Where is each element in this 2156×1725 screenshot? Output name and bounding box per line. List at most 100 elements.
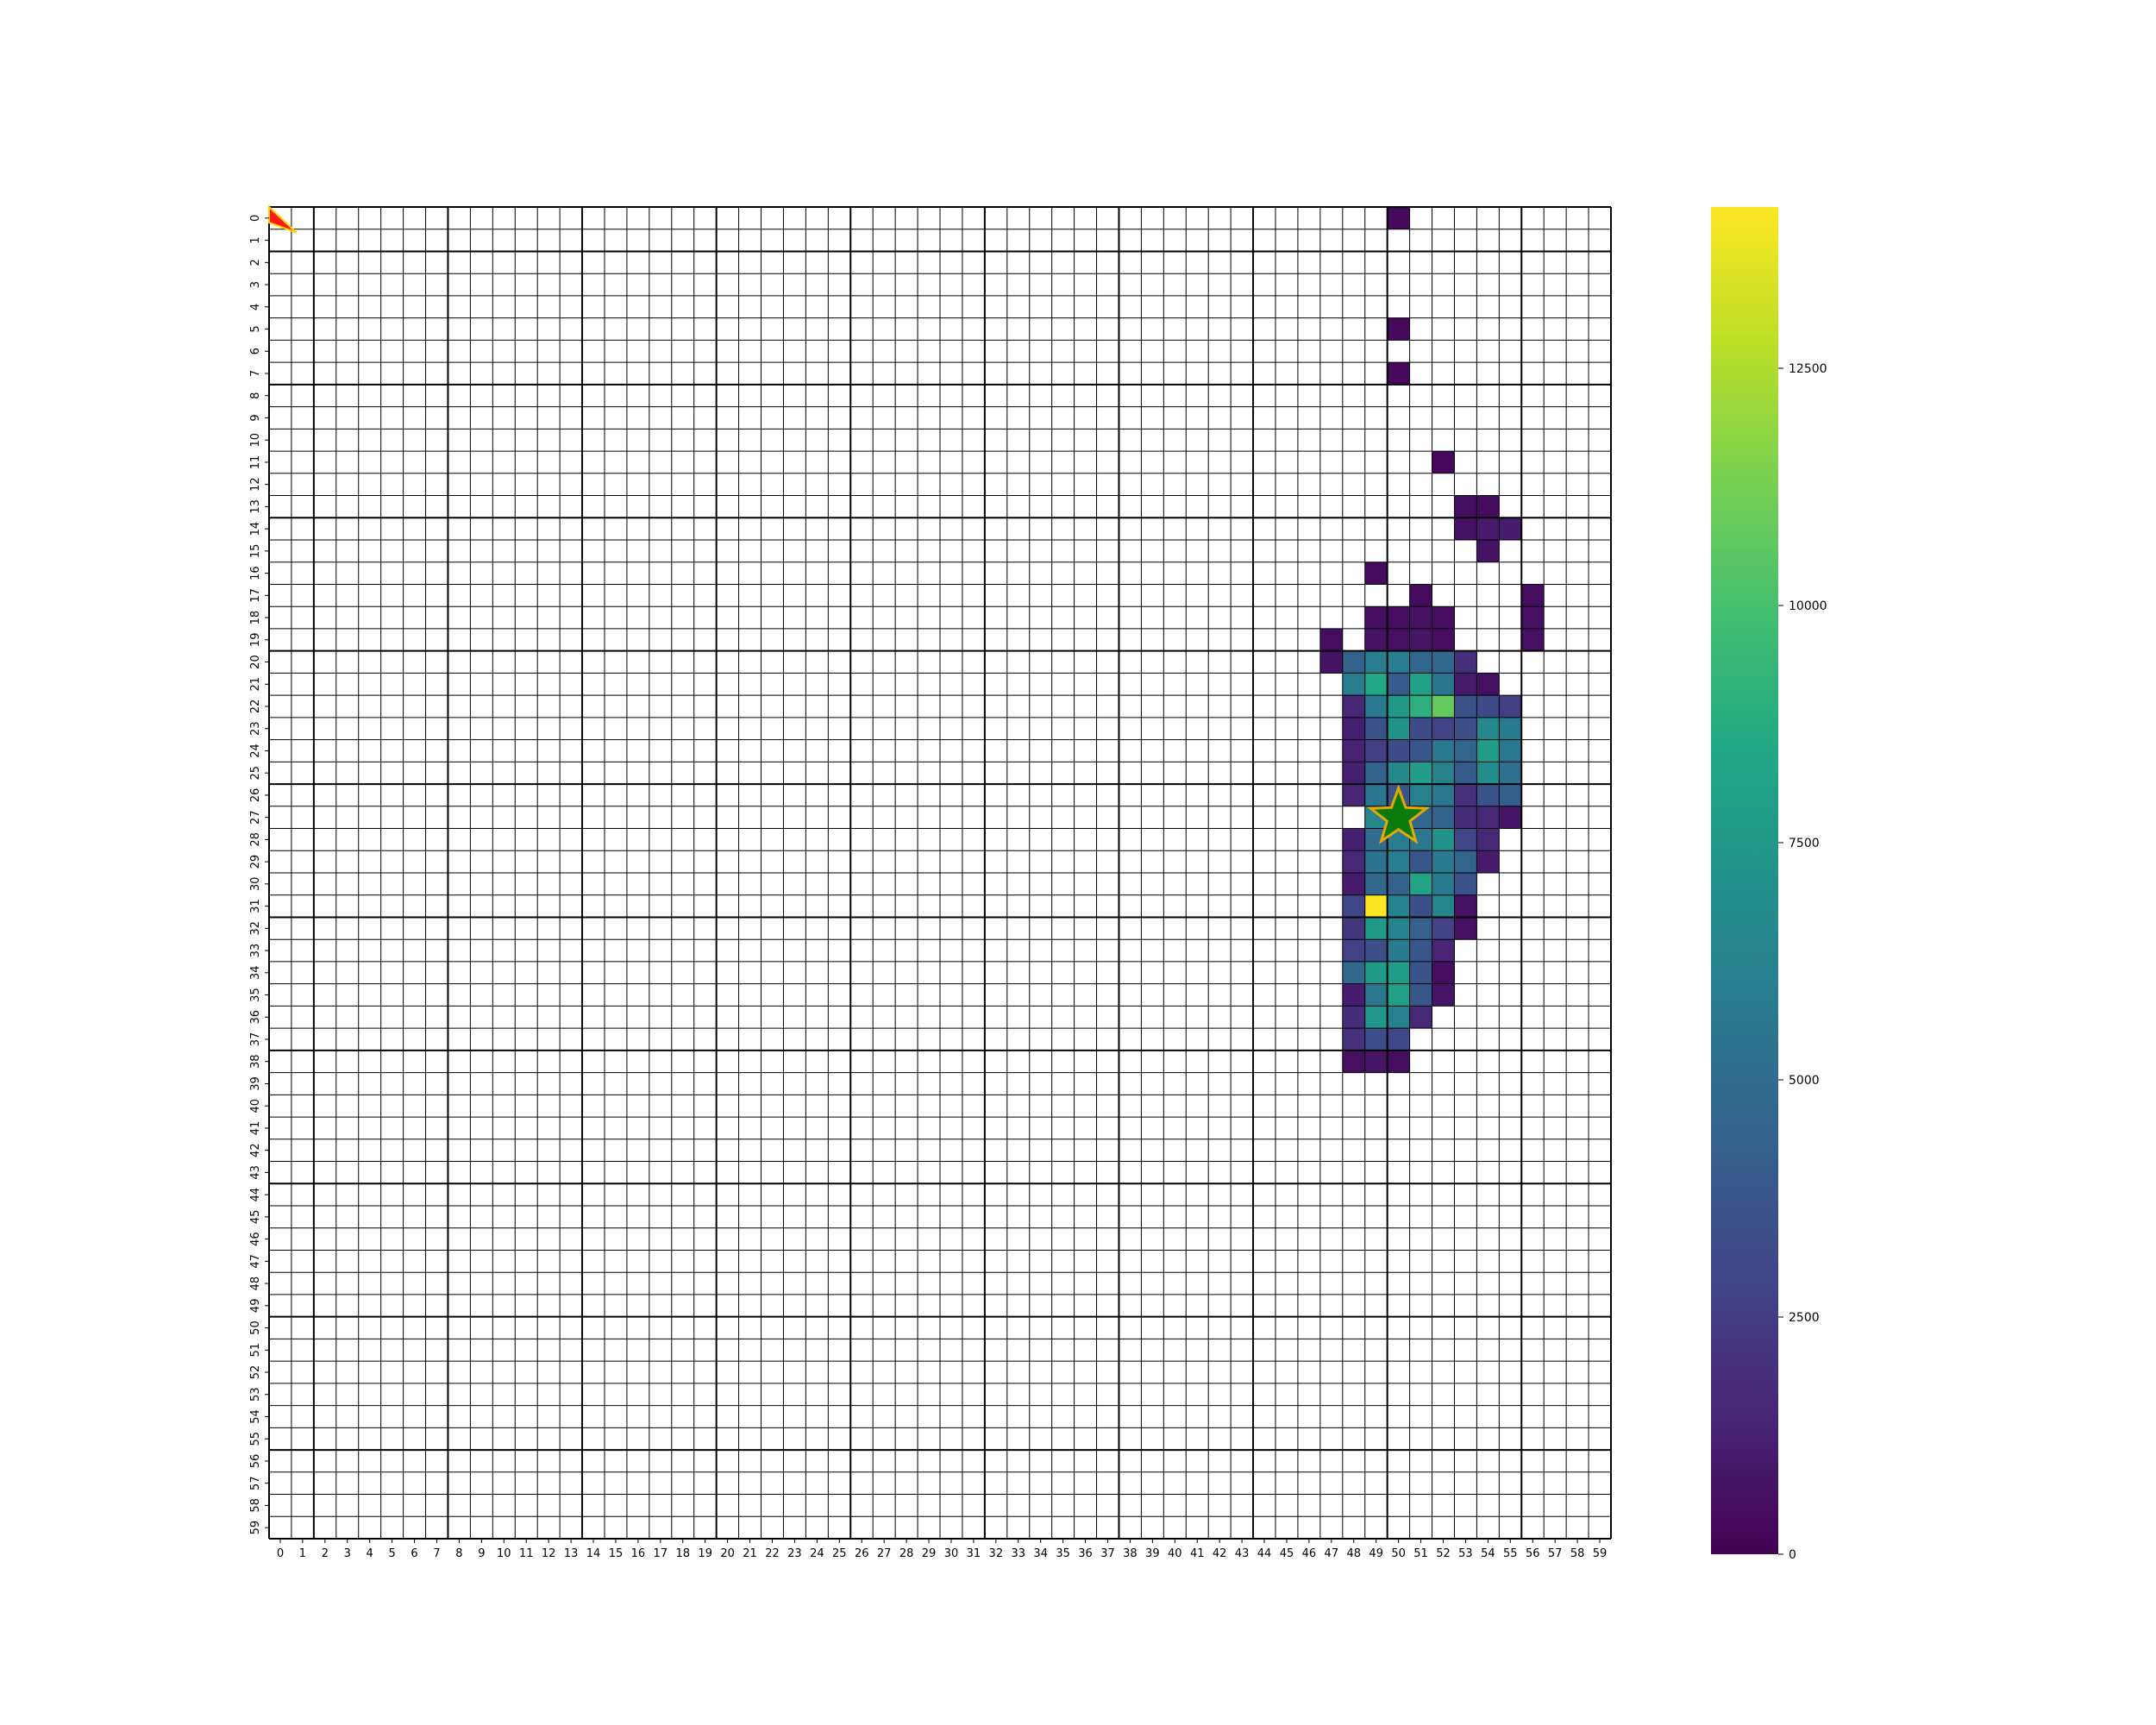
- x-tick-label: 44: [1257, 1547, 1272, 1560]
- heatmap-cell: [1476, 828, 1500, 851]
- heatmap-cell: [1521, 628, 1545, 651]
- y-tick-label: 7: [249, 370, 262, 377]
- x-tick-label: 23: [787, 1547, 802, 1560]
- heatmap-cell: [1476, 762, 1500, 785]
- x-tick-label: 15: [609, 1547, 624, 1560]
- heatmap-cell: [1342, 917, 1365, 940]
- heatmap-cell: [1342, 784, 1365, 806]
- heatmap-cell: [1432, 762, 1455, 785]
- y-tick-label: 22: [249, 699, 262, 714]
- x-tick-label: 36: [1078, 1547, 1093, 1560]
- heatmap-cell: [1432, 806, 1455, 829]
- x-tick-label: 53: [1458, 1547, 1473, 1560]
- heatmap-cell: [1409, 894, 1432, 918]
- x-tick-label: 54: [1481, 1547, 1495, 1560]
- heatmap-cell: [1454, 850, 1477, 873]
- heatmap-cell: [1387, 873, 1410, 895]
- heatmap-cell: [1364, 717, 1388, 740]
- y-tick-label: 2: [249, 259, 262, 266]
- x-tick-label: 4: [367, 1547, 373, 1560]
- y-tick-label: 44: [249, 1188, 262, 1202]
- heatmap-cell: [1364, 628, 1388, 651]
- heatmap-cell: [1476, 784, 1500, 806]
- x-tick-label: 38: [1123, 1547, 1138, 1560]
- heatmap-cell: [1432, 673, 1455, 696]
- x-tick-label: 6: [411, 1547, 417, 1560]
- y-tick-label: 41: [249, 1121, 262, 1136]
- heatmap-cell: [1364, 561, 1388, 585]
- x-tick-label: 39: [1145, 1547, 1160, 1560]
- x-tick-label: 51: [1413, 1547, 1428, 1560]
- heatmap-cell: [1387, 673, 1410, 696]
- x-tick-label: 18: [675, 1547, 690, 1560]
- x-tick-label: 17: [654, 1547, 668, 1560]
- heatmap-cell: [1342, 695, 1365, 718]
- y-tick-label: 48: [249, 1276, 262, 1291]
- heatmap-cell: [1409, 606, 1432, 629]
- heatmap-cell: [1432, 894, 1455, 918]
- heatmap-cell: [1342, 850, 1365, 873]
- heatmap-cell: [1342, 762, 1365, 785]
- heatmap-cell: [1387, 762, 1410, 785]
- y-tick-label: 21: [249, 677, 262, 692]
- heatmap-cell: [1476, 717, 1500, 740]
- heatmap-cell: [1342, 650, 1365, 674]
- y-tick-label: 19: [249, 633, 262, 648]
- heatmap-cell: [1432, 784, 1455, 806]
- y-tick-label: 1: [249, 236, 262, 243]
- y-tick-label: 42: [249, 1143, 262, 1157]
- heatmap-cell: [1364, 1050, 1388, 1073]
- heatmap-cell: [1476, 673, 1500, 696]
- y-tick-label: 35: [249, 988, 262, 1002]
- heatmap-cell: [1364, 784, 1388, 806]
- colorbar-tick-label: 10000: [1789, 599, 1827, 613]
- x-tick-label: 12: [542, 1547, 556, 1560]
- heatmap-cell: [1342, 894, 1365, 918]
- x-tick-label: 34: [1033, 1547, 1048, 1560]
- heatmap-cell: [1454, 495, 1477, 518]
- y-tick-label: 54: [249, 1409, 262, 1424]
- heatmap-cell: [1476, 739, 1500, 762]
- heatmap-cell: [1409, 762, 1432, 785]
- colorbar-tick-label: 2500: [1789, 1311, 1820, 1325]
- x-tick-label: 52: [1436, 1547, 1451, 1560]
- heatmap-cell: [1476, 518, 1500, 540]
- heatmap-cell: [1409, 650, 1432, 674]
- heatmap-cell: [1387, 1028, 1410, 1051]
- heatmap-cell: [1454, 518, 1477, 540]
- y-tick-label: 33: [249, 944, 262, 958]
- heatmap-cell: [1409, 873, 1432, 895]
- x-tick-label: 24: [810, 1547, 824, 1560]
- heatmap-cell: [1364, 606, 1388, 629]
- colorbar-tick-label: 12500: [1789, 362, 1827, 376]
- heatmap-cell: [1432, 850, 1455, 873]
- heatmap-cell: [1432, 739, 1455, 762]
- y-tick-label: 23: [249, 721, 262, 736]
- heatmap-cell: [1432, 606, 1455, 629]
- heatmap-cell: [1387, 1006, 1410, 1029]
- heatmap-cell: [1387, 850, 1410, 873]
- heatmap-cell: [1432, 695, 1455, 718]
- x-tick-label: 22: [765, 1547, 780, 1560]
- heatmap-cell: [1476, 540, 1500, 562]
- heatmap-cell: [1499, 518, 1522, 540]
- y-tick-label: 24: [249, 743, 262, 758]
- x-tick-label: 40: [1168, 1547, 1182, 1560]
- x-tick-label: 33: [1011, 1547, 1025, 1560]
- x-tick-label: 28: [899, 1547, 914, 1560]
- heatmap-cell: [1342, 739, 1365, 762]
- x-tick-label: 20: [720, 1547, 735, 1560]
- x-tick-label: 32: [989, 1547, 1004, 1560]
- heatmap-cell: [1454, 828, 1477, 851]
- heatmap-cell: [1342, 1006, 1365, 1029]
- heatmap-cell: [1387, 917, 1410, 940]
- x-tick-label: 9: [478, 1547, 485, 1560]
- x-tick-label: 37: [1100, 1547, 1115, 1560]
- heatmap-cell: [1409, 784, 1432, 806]
- heatmap-cell: [1454, 806, 1477, 829]
- heatmap-cell: [1364, 762, 1388, 785]
- y-tick-label: 51: [249, 1343, 262, 1358]
- heatmap-cell: [1432, 650, 1455, 674]
- colorbar: 0 2500 5000 7500 10000 12500: [1711, 207, 1827, 1562]
- y-tick-label: 45: [249, 1210, 262, 1225]
